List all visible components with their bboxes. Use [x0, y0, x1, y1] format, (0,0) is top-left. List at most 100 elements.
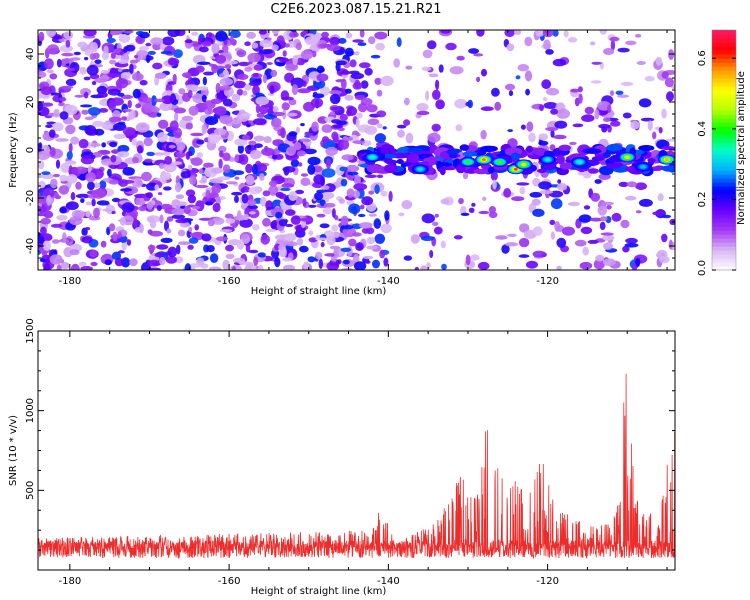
colorbar-segment [712, 174, 736, 179]
heatmap-cell [668, 239, 673, 250]
heatmap-cell [520, 124, 526, 130]
heatmap-cell [300, 177, 311, 186]
heatmap-cell [173, 49, 183, 59]
heatmap-cell [91, 80, 97, 86]
heatmap-cell [263, 145, 269, 153]
snr-series-line [38, 373, 675, 560]
heatmap-cell [101, 121, 115, 131]
heatmap-cell [208, 63, 215, 67]
heatmap-cell [218, 158, 223, 169]
snr-xtick-label: -120 [536, 576, 559, 587]
heatmap-band-cell [510, 152, 521, 161]
heatmap-cell [535, 30, 545, 37]
heatmap-cell [201, 175, 207, 184]
heatmap-cell [132, 156, 139, 164]
heatmap-cell [638, 98, 652, 108]
heatmap-cell [374, 31, 388, 40]
heatmap-cell [245, 150, 251, 154]
colorbar-segment [712, 46, 736, 51]
heatmap-cell [508, 90, 514, 97]
heatmap-cell [242, 134, 250, 141]
heatmap-cell [176, 201, 188, 206]
heatmap-cell [278, 193, 287, 200]
heatmap-cell [602, 117, 611, 123]
heatmap-cell [85, 172, 96, 183]
heatmap-cell [282, 257, 292, 262]
heatmap-cell [263, 136, 272, 144]
heatmap-cell [524, 36, 533, 47]
heatmap-cell [128, 109, 136, 120]
heatmap-cell [174, 182, 182, 193]
heatmap-peak-0 [370, 155, 375, 159]
heatmap-cell [42, 187, 55, 198]
heatmap-cell [189, 175, 197, 186]
heatmap-cell [432, 221, 439, 226]
heatmap-cell [590, 192, 601, 202]
heatmap-cell [368, 213, 377, 217]
heatmap-cell [574, 239, 587, 247]
heatmap-cell [215, 30, 228, 42]
heatmap-cell [354, 79, 361, 89]
heatmap-cell [229, 35, 234, 45]
heatmap-cell [38, 101, 43, 111]
heatmap-cell [203, 162, 214, 168]
heatmap-cell [251, 163, 258, 175]
heatmap-cell [529, 191, 543, 198]
heatmap-cell [507, 233, 517, 237]
heatmap-cell [275, 211, 283, 219]
heatmap-cell [482, 196, 487, 201]
colorbar-segment [712, 58, 736, 63]
heatmap-peak-5 [513, 167, 518, 171]
heatmap-cell [338, 198, 346, 204]
heatmap-cell [181, 115, 194, 121]
heatmap-cell [344, 94, 354, 101]
heatmap-cell [630, 120, 640, 130]
heatmap-cell [427, 132, 441, 143]
heatmap-cell [617, 47, 630, 53]
heatmap-cell [219, 77, 234, 86]
heatmap-cell [542, 96, 548, 102]
heatmap-cell [48, 92, 62, 96]
heatmap-cell [59, 206, 67, 214]
heatmap-cell [403, 119, 411, 126]
heatmap-cell [312, 50, 317, 58]
colorbar-segment [712, 78, 736, 83]
heatmap-cell [505, 83, 515, 91]
heatmap-cell [225, 181, 238, 185]
heatmap-cell [154, 184, 159, 192]
heatmap-cell [234, 154, 239, 163]
heatmap-cell [243, 214, 250, 221]
heatmap-cell [39, 258, 47, 263]
heatmap-cell [129, 59, 139, 64]
heatmap-cell [572, 123, 584, 128]
heatmap-cell [255, 103, 261, 114]
heatmap-cell [426, 40, 437, 50]
heatmap-cell [90, 154, 96, 160]
heatmap-cell [241, 233, 249, 239]
heatmap-cell [202, 76, 207, 86]
heatmap-cell [295, 42, 302, 51]
colorbar-segment [712, 118, 736, 123]
heatmap-cell [366, 236, 376, 245]
heatmap-cell [65, 78, 77, 86]
heatmap-band-cell [625, 166, 637, 173]
heatmap-cell [449, 66, 464, 75]
heatmap-cell [244, 41, 251, 46]
colorbar-segment [712, 162, 736, 167]
heatmap-cell [364, 260, 371, 264]
heatmap-cell [149, 220, 157, 229]
heatmap-cell [207, 133, 221, 144]
heatmap-cell [215, 54, 227, 64]
heatmap-cell [253, 64, 264, 71]
heatmap-cell [60, 162, 71, 173]
heatmap-cell [99, 180, 107, 190]
heatmap-cell [113, 122, 127, 131]
heatmap-cell [153, 98, 165, 103]
heatmap-cell [42, 240, 51, 251]
heatmap-cell [123, 30, 134, 34]
heatmap-cell [422, 49, 433, 59]
heatmap-cell [640, 117, 655, 122]
heatmap-cell [259, 196, 267, 207]
heatmap-cell [661, 71, 669, 79]
colorbar-segment [712, 142, 736, 147]
